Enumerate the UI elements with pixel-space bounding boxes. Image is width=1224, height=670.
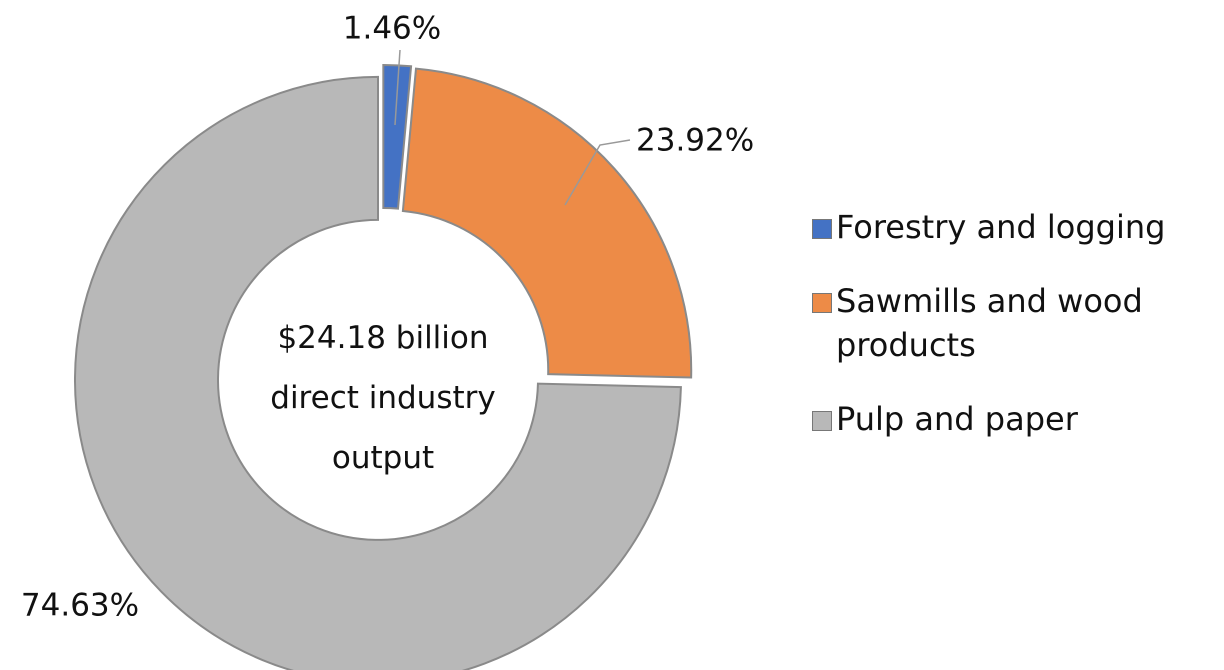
legend-swatch: [812, 293, 832, 313]
center-text: $24.18 billion direct industry output: [270, 320, 496, 476]
legend-label: Sawmills and wood products: [836, 282, 1143, 364]
donut-slice: [74, 75, 682, 670]
leader-line: [564, 139, 631, 206]
legend-label: Pulp and paper: [836, 400, 1078, 438]
donut-slice: [382, 64, 413, 210]
legend-item: Forestry and logging: [812, 205, 1224, 249]
donut-slice: [401, 67, 693, 379]
legend-item: Sawmills and wood products: [812, 279, 1224, 367]
legend-swatch: [812, 411, 832, 431]
data-label: 1.46%: [343, 11, 441, 47]
legend-swatch: [812, 219, 832, 239]
legend-item: Pulp and paper: [812, 397, 1224, 441]
data-label: 23.92%: [636, 123, 754, 159]
leader-line: [394, 49, 401, 126]
legend: Forestry and logging Sawmills and wood pr…: [812, 205, 1224, 471]
data-label: 74.63%: [21, 588, 139, 624]
legend-label: Forestry and logging: [836, 208, 1166, 246]
